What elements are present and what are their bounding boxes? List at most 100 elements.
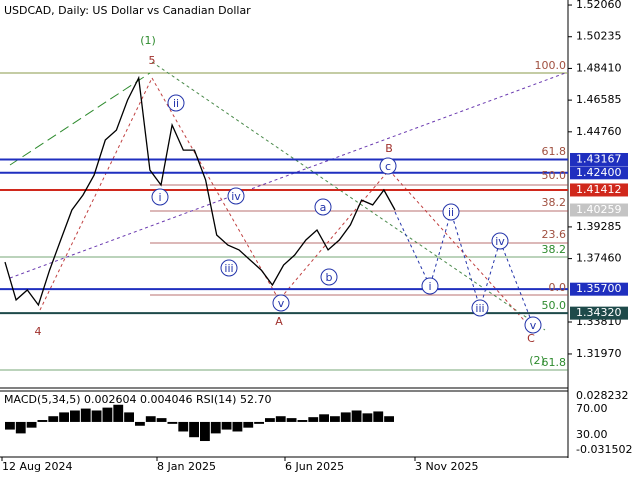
level-box — [570, 183, 628, 197]
y-tick-label: 1.50235 — [576, 30, 622, 43]
macd-bar — [340, 412, 351, 422]
macd-bar — [80, 408, 91, 422]
y-tick-label: 1.39285 — [576, 220, 622, 233]
macd-bar — [124, 412, 134, 422]
wave-circle — [272, 294, 290, 312]
indicator-axis-label: 0.028232 — [576, 389, 629, 402]
wave-label: (1) — [140, 34, 156, 47]
macd-bar — [145, 416, 156, 422]
macd-bar — [373, 411, 384, 422]
wave-circle — [491, 232, 509, 250]
macd-bar — [189, 421, 199, 438]
wave-label: 5 — [149, 54, 156, 67]
indicator-label: MACD(5,34,5) 0.002604 0.004046 RSI(14) 5… — [4, 393, 271, 406]
macd-bar — [48, 416, 59, 422]
macd-bar — [286, 418, 297, 422]
wave-label: i — [428, 280, 431, 293]
chart-title: USDCAD, Daily: US Dollar vs Canadian Dol… — [4, 4, 251, 17]
level-label: 1.35700 — [576, 282, 622, 295]
macd-bar — [156, 418, 167, 422]
wave-circle — [314, 198, 332, 216]
wave-label: v — [278, 297, 285, 310]
wave-label: 4 — [35, 325, 42, 338]
indicator-axis-label: -0.031502 — [576, 443, 632, 456]
trend-line — [9, 72, 151, 166]
fib-label: 23.6 — [542, 228, 567, 241]
macd-bar — [351, 410, 362, 422]
wave-label: iv — [231, 190, 241, 203]
fib-label: 50.0 — [542, 299, 567, 312]
wave-line — [39, 77, 153, 311]
macd-bar — [330, 416, 340, 422]
y-tick-label: 1.44760 — [576, 125, 622, 138]
y-tick-label: 1.52060 — [576, 0, 622, 11]
level-label: 1.43167 — [576, 152, 622, 165]
macd-bar — [5, 421, 15, 430]
macd-bar — [384, 416, 394, 422]
indicator-axis-label: 70.00 — [576, 402, 608, 415]
projection-line — [394, 210, 534, 326]
macd-bar — [59, 412, 69, 422]
level-box — [570, 203, 628, 217]
macd-bar — [319, 414, 329, 422]
level-box — [570, 306, 628, 320]
wave-label: A — [275, 315, 283, 328]
wave-circle — [220, 259, 238, 277]
macd-bar — [37, 420, 48, 422]
wave-circle — [524, 316, 542, 334]
trend-line — [151, 61, 546, 331]
macd-bar — [210, 421, 221, 434]
macd-bar — [91, 410, 102, 422]
y-tick-label: 1.37460 — [576, 252, 622, 265]
macd-bar — [167, 421, 178, 424]
wave-circle — [167, 94, 185, 112]
x-tick-label: 6 Jun 2025 — [285, 460, 344, 473]
macd-bar — [308, 417, 319, 422]
level-label: 1.41412 — [576, 183, 622, 196]
wave-label: a — [320, 201, 327, 214]
x-tick-label: 3 Nov 2025 — [415, 460, 478, 473]
wave-circle — [442, 203, 460, 221]
macd-bar — [275, 416, 286, 422]
wave-label: ii — [173, 97, 179, 110]
wave-circle — [151, 188, 169, 206]
macd-bar — [362, 413, 373, 422]
level-label: 1.42400 — [576, 166, 622, 179]
fib-label: 61.8 — [542, 145, 567, 158]
wave-label: iii — [475, 302, 484, 315]
wave-circle — [320, 268, 338, 286]
macd-bar — [254, 421, 264, 424]
macd-bar — [178, 421, 189, 432]
macd-bar — [265, 418, 275, 422]
fib-label: 50.0 — [542, 169, 567, 182]
wave-circle — [471, 299, 489, 317]
wave-circle — [379, 157, 397, 175]
macd-bar — [221, 421, 232, 430]
macd-bar — [26, 421, 37, 428]
fib-label: 0.0 — [549, 281, 567, 294]
level-box — [570, 166, 628, 180]
fib-label: 38.2 — [542, 243, 567, 256]
x-tick-label: 8 Jan 2025 — [157, 460, 216, 473]
x-tick-label: 12 Aug 2024 — [2, 460, 72, 473]
wave-label: (2) — [529, 354, 545, 367]
y-tick-label: 1.31970 — [576, 347, 622, 360]
wave-label: b — [326, 271, 333, 284]
macd-bar — [200, 421, 210, 442]
fib-label: 100.0 — [535, 59, 567, 72]
wave-label: iv — [495, 235, 505, 248]
macd-bar — [15, 421, 26, 434]
macd-bar — [113, 404, 124, 422]
macd-bar — [243, 421, 254, 428]
wave-label: C — [527, 332, 535, 345]
wave-label: c — [385, 160, 391, 173]
fib-label: 38.2 — [542, 196, 567, 209]
macd-bar — [102, 407, 113, 422]
wave-circle — [421, 277, 439, 295]
wave-circle — [227, 187, 245, 205]
price-line — [4, 75, 396, 307]
wave-label: i — [158, 191, 161, 204]
level-label: 1.34320 — [576, 306, 622, 319]
